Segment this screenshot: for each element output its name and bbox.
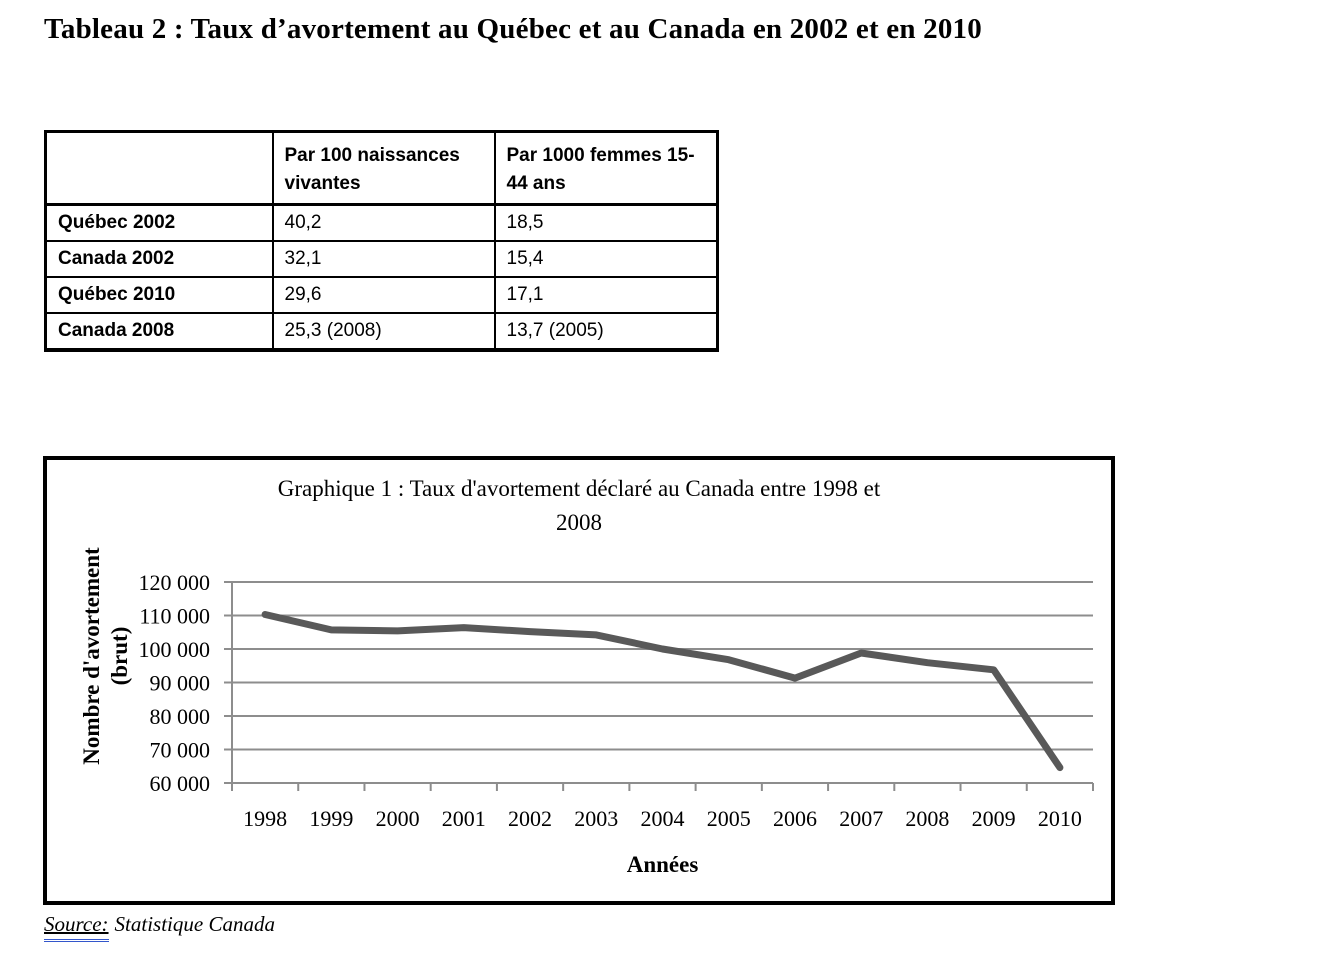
y-tick-label: 60 000 — [150, 771, 211, 796]
table-row: Canada 2002 32,1 15,4 — [45, 240, 718, 278]
value-cell: 15,4 — [493, 240, 718, 278]
row-label-cell: Canada 2002 — [45, 240, 273, 278]
table-row: Québec 2010 29,6 17,1 — [45, 276, 718, 314]
x-tick-label: 2000 — [376, 806, 420, 831]
value-cell: 18,5 — [493, 203, 718, 242]
value-cell: 13,7 (2005) — [493, 312, 718, 351]
x-tick-label: 2008 — [905, 806, 949, 831]
value-cell: 40,2 — [271, 203, 495, 242]
source-value: Statistique Canada — [114, 912, 275, 936]
x-tick-label: 2004 — [641, 806, 685, 831]
y-tick-label: 80 000 — [150, 704, 211, 729]
x-tick-label: 2010 — [1038, 806, 1082, 831]
chart-frame: Graphique 1 : Taux d'avortement déclaré … — [43, 456, 1115, 905]
x-tick-label: 2006 — [773, 806, 817, 831]
x-tick-label: 2003 — [574, 806, 618, 831]
value-cell: 25,3 (2008) — [271, 312, 495, 351]
x-axis-title: Années — [626, 852, 699, 877]
data-series-line — [261, 611, 1064, 772]
y-tick-label: 110 000 — [139, 604, 210, 629]
row-label-cell: Québec 2002 — [45, 203, 273, 242]
table-row: Québec 2002 40,2 18,5 — [45, 203, 718, 242]
value-cell: 29,6 — [271, 276, 495, 314]
row-label-cell: Québec 2010 — [45, 276, 273, 314]
x-tick-label: 2007 — [839, 806, 883, 831]
value-cell: 17,1 — [493, 276, 718, 314]
header-cell-per1000: Par 1000 femmes 15-44 ans — [493, 131, 718, 207]
chart-title-line2: 2008 — [556, 510, 602, 535]
header-cell-per100: Par 100 naissances vivantes — [271, 131, 495, 207]
x-tick-label: 1999 — [309, 806, 353, 831]
y-tick-label: 70 000 — [150, 738, 211, 763]
y-tick-label: 120 000 — [139, 570, 211, 595]
table-row: Canada 2008 25,3 (2008) 13,7 (2005) — [45, 312, 718, 351]
document-title: Tableau 2 : Taux d’avortement au Québec … — [44, 13, 982, 45]
x-tick-label: 2002 — [508, 806, 552, 831]
header-cell-empty — [45, 131, 273, 207]
source-line: Source: Statistique Canada — [44, 912, 275, 942]
x-tick-label: 1998 — [243, 806, 287, 831]
abortion-rate-table: Par 100 naissances vivantes Par 1000 fem… — [44, 130, 719, 353]
x-tick-label: 2005 — [707, 806, 751, 831]
chart-title-line1: Graphique 1 : Taux d'avortement déclaré … — [277, 476, 881, 501]
line-chart-svg: 120 000 110 000 100 000 90 000 80 000 70 000 6… — [139, 570, 1094, 831]
y-tick-label: 90 000 — [150, 671, 211, 696]
x-tick-label: 2001 — [442, 806, 486, 831]
value-cell: 32,1 — [271, 240, 495, 278]
source-label[interactable]: Source: — [44, 912, 109, 936]
x-tick-label: 2009 — [972, 806, 1016, 831]
table-header-row: Par 100 naissances vivantes Par 1000 fem… — [45, 131, 718, 207]
row-label-cell: Canada 2008 — [45, 312, 273, 351]
y-tick-label: 100 000 — [139, 637, 211, 662]
source-link[interactable]: Source: — [44, 912, 109, 942]
